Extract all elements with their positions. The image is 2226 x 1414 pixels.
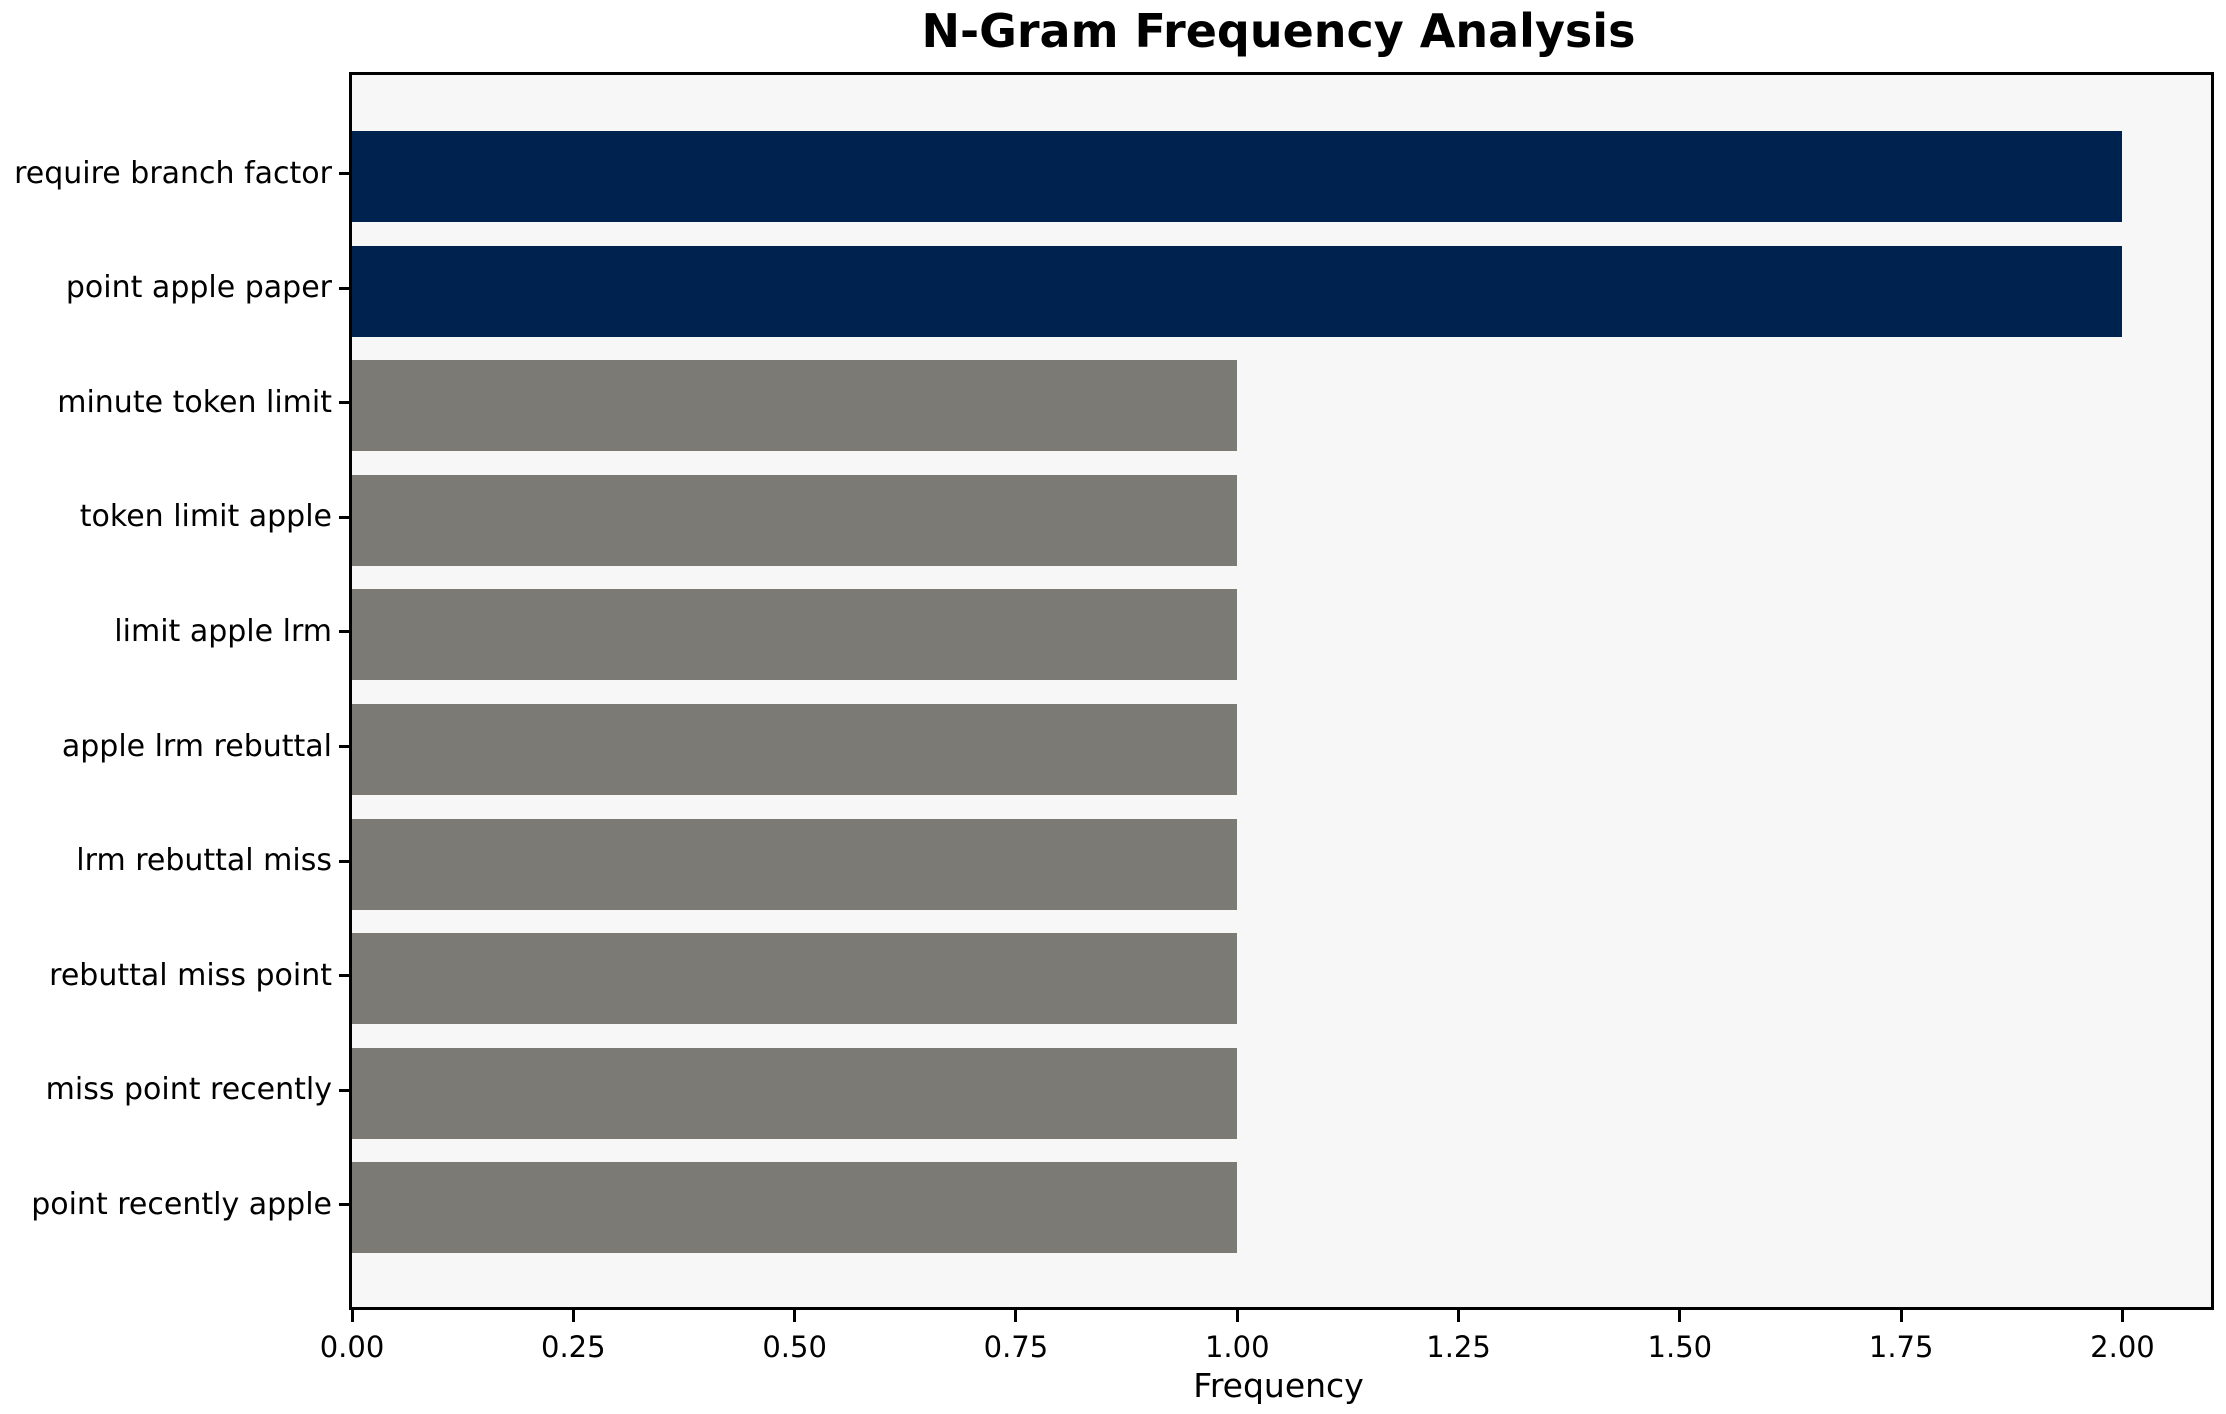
x-tick-label: 1.50	[1647, 1330, 1713, 1364]
bar	[352, 1047, 1238, 1139]
y-tick-label: lrm rebuttal miss	[76, 843, 332, 879]
x-tick-mark	[571, 1310, 575, 1322]
x-tick-label: 1.00	[1204, 1330, 1270, 1364]
y-tick-label: apple lrm rebuttal	[61, 728, 332, 764]
y-tick-mark	[339, 1203, 349, 1207]
bar	[352, 704, 1238, 795]
y-tick-label: point recently apple	[31, 1186, 332, 1222]
y-tick-label: miss point recently	[45, 1072, 332, 1108]
x-tick-label: 1.75	[1868, 1330, 1934, 1364]
x-tick-mark	[1457, 1310, 1461, 1322]
x-tick-label: 0.75	[983, 1330, 1049, 1364]
chart-title: N-Gram Frequency Analysis	[921, 4, 1636, 58]
y-tick-mark	[339, 515, 349, 519]
x-tick-mark	[350, 1310, 354, 1322]
x-tick-mark	[1678, 1310, 1682, 1322]
bar	[352, 1162, 1238, 1254]
bar	[352, 360, 1238, 452]
x-tick-mark	[1014, 1310, 1018, 1322]
x-axis-label: Frequency	[1193, 1366, 1364, 1405]
y-tick-label: point apple paper	[65, 270, 332, 306]
y-tick-mark	[339, 630, 349, 634]
bar	[352, 818, 1238, 910]
y-tick-mark	[339, 286, 349, 290]
y-tick-mark	[339, 974, 349, 978]
x-tick-label: 0.50	[762, 1330, 827, 1364]
y-tick-mark	[339, 859, 349, 863]
x-tick-mark	[1235, 1310, 1239, 1322]
plot-area	[349, 72, 2214, 1310]
y-tick-mark	[339, 172, 349, 175]
bar	[352, 589, 1238, 681]
bar	[352, 474, 1238, 566]
x-tick-mark	[2120, 1310, 2124, 1322]
bar	[352, 933, 1238, 1025]
y-tick-label: token limit apple	[79, 499, 332, 535]
y-tick-mark	[339, 1088, 349, 1092]
y-tick-label: require branch factor	[14, 155, 332, 191]
y-tick-label: rebuttal miss point	[49, 957, 332, 993]
x-tick-label: 1.25	[1426, 1330, 1491, 1364]
x-tick-label: 0.00	[319, 1330, 385, 1364]
x-tick-label: 2.00	[2090, 1330, 2155, 1364]
y-tick-label: limit apple lrm	[114, 613, 332, 649]
y-tick-mark	[339, 745, 349, 748]
x-tick-mark	[1899, 1310, 1903, 1322]
x-tick-label: 0.25	[541, 1330, 606, 1364]
y-tick-mark	[339, 401, 349, 405]
y-tick-label: minute token limit	[57, 384, 332, 420]
bar	[352, 245, 2123, 337]
bar	[352, 131, 2123, 222]
x-tick-mark	[793, 1310, 797, 1322]
